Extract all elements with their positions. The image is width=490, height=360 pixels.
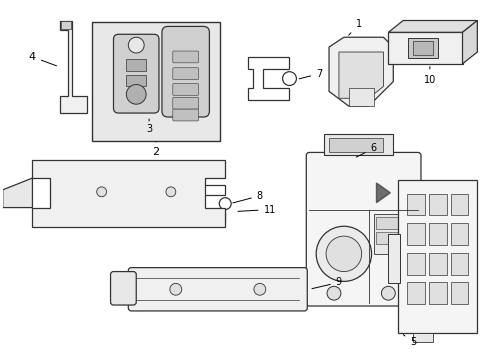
Circle shape: [316, 226, 371, 282]
Bar: [413, 41, 433, 55]
Polygon shape: [32, 160, 225, 227]
Text: 5: 5: [403, 334, 416, 347]
Bar: [376, 217, 406, 229]
Polygon shape: [339, 52, 383, 98]
Circle shape: [128, 37, 144, 53]
Bar: [408, 38, 438, 58]
Circle shape: [170, 283, 182, 295]
Bar: [389, 32, 463, 64]
Polygon shape: [60, 21, 87, 113]
Text: 6: 6: [356, 144, 377, 157]
Text: 9: 9: [312, 278, 342, 289]
FancyBboxPatch shape: [173, 84, 198, 95]
FancyBboxPatch shape: [61, 22, 71, 30]
Bar: [398, 180, 477, 333]
Text: 4: 4: [29, 52, 56, 66]
Polygon shape: [389, 21, 477, 32]
FancyBboxPatch shape: [173, 109, 198, 121]
Circle shape: [166, 187, 176, 197]
FancyBboxPatch shape: [162, 26, 209, 117]
Text: 1: 1: [349, 19, 362, 35]
Circle shape: [126, 85, 146, 104]
Bar: [329, 138, 383, 152]
FancyBboxPatch shape: [407, 253, 425, 275]
Circle shape: [97, 187, 107, 197]
Text: 10: 10: [424, 67, 436, 85]
Circle shape: [283, 72, 296, 85]
Text: 11: 11: [238, 204, 276, 215]
Bar: [376, 232, 406, 244]
Bar: [324, 134, 393, 156]
FancyBboxPatch shape: [429, 253, 447, 275]
Polygon shape: [376, 183, 391, 203]
Circle shape: [220, 198, 231, 210]
Bar: [413, 333, 433, 342]
FancyBboxPatch shape: [306, 152, 421, 306]
FancyBboxPatch shape: [429, 194, 447, 215]
Text: 7: 7: [299, 69, 322, 79]
FancyBboxPatch shape: [429, 282, 447, 304]
Bar: [126, 59, 146, 71]
Bar: [349, 89, 373, 106]
Bar: [389, 234, 400, 283]
Polygon shape: [463, 21, 477, 64]
FancyBboxPatch shape: [114, 34, 159, 113]
Circle shape: [326, 236, 362, 271]
FancyBboxPatch shape: [173, 97, 198, 109]
Bar: [373, 215, 411, 254]
FancyBboxPatch shape: [407, 194, 425, 215]
FancyBboxPatch shape: [451, 253, 468, 275]
Polygon shape: [329, 37, 393, 106]
FancyBboxPatch shape: [451, 223, 468, 245]
FancyBboxPatch shape: [429, 223, 447, 245]
FancyBboxPatch shape: [451, 282, 468, 304]
Circle shape: [254, 283, 266, 295]
Text: 2: 2: [152, 141, 160, 157]
Circle shape: [327, 286, 341, 300]
FancyBboxPatch shape: [128, 267, 307, 311]
FancyBboxPatch shape: [111, 271, 136, 305]
FancyBboxPatch shape: [407, 282, 425, 304]
Text: 8: 8: [233, 191, 263, 203]
Circle shape: [381, 286, 395, 300]
Text: 3: 3: [146, 119, 152, 134]
Polygon shape: [191, 185, 225, 222]
Bar: [92, 22, 220, 141]
FancyBboxPatch shape: [173, 51, 198, 63]
Polygon shape: [3, 178, 32, 208]
FancyBboxPatch shape: [173, 68, 198, 80]
Polygon shape: [248, 57, 290, 100]
FancyBboxPatch shape: [407, 223, 425, 245]
FancyBboxPatch shape: [451, 194, 468, 215]
Bar: [126, 75, 146, 86]
